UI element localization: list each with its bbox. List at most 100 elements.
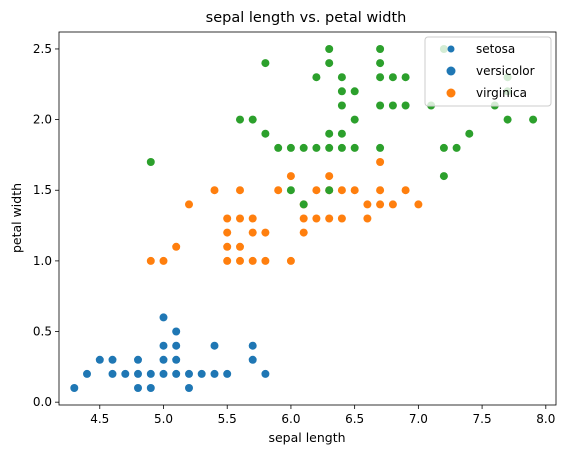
data-point xyxy=(376,186,385,195)
data-point xyxy=(337,101,346,110)
data-point xyxy=(286,186,295,195)
x-tick-label: 6.0 xyxy=(281,412,300,426)
data-point xyxy=(248,256,257,265)
data-point xyxy=(350,186,359,195)
data-point xyxy=(325,172,334,181)
data-point xyxy=(363,214,372,223)
data-point xyxy=(134,369,142,378)
data-point xyxy=(159,256,168,265)
data-point xyxy=(325,45,334,53)
data-point xyxy=(210,186,219,195)
data-point xyxy=(236,242,244,251)
data-point xyxy=(401,101,410,110)
data-point xyxy=(159,355,168,364)
x-tick-label: 7.0 xyxy=(409,412,428,426)
y-tick-label: 0.0 xyxy=(33,395,52,409)
data-point xyxy=(376,101,385,110)
legend-marker-setosa xyxy=(447,45,455,53)
data-point xyxy=(439,143,448,152)
data-point xyxy=(401,73,410,82)
y-axis-label: petal width xyxy=(9,183,24,253)
data-point xyxy=(312,73,321,82)
plot-frame xyxy=(58,31,557,406)
data-point xyxy=(172,327,181,336)
data-point xyxy=(376,73,385,82)
ticks-layer: 4.5 5.0 5.5 6.0 6.5 7.0 7.5 8.0 0.0 0.5 1.0 1.5 2.0 2… xyxy=(33,42,555,426)
data-point xyxy=(529,115,538,124)
data-point xyxy=(363,200,372,209)
x-tick-label: 5.0 xyxy=(154,412,173,426)
x-tick-label: 4.5 xyxy=(90,412,109,426)
data-point xyxy=(261,228,270,237)
data-point xyxy=(121,369,130,378)
data-point xyxy=(248,115,257,124)
legend-marker-virginica xyxy=(446,88,456,98)
x-tick-label: 6.5 xyxy=(345,412,364,426)
data-point xyxy=(337,186,346,195)
data-point xyxy=(376,59,385,68)
data-point xyxy=(185,384,193,392)
data-point xyxy=(376,45,385,53)
data-point xyxy=(388,101,397,110)
data-point xyxy=(503,115,512,124)
data-point xyxy=(261,369,270,378)
data-point xyxy=(299,214,308,223)
data-point xyxy=(70,384,79,392)
data-point xyxy=(350,115,359,124)
legend-marker-versicolor xyxy=(446,66,456,76)
data-point xyxy=(337,73,346,82)
data-point xyxy=(312,143,321,152)
x-tick-label: 5.5 xyxy=(218,412,237,426)
data-point xyxy=(223,256,232,265)
data-point xyxy=(261,129,270,138)
data-point xyxy=(134,384,142,392)
data-point xyxy=(350,143,359,152)
chart-title: sepal length vs. petal width xyxy=(206,10,407,26)
data-point xyxy=(185,200,193,209)
data-point xyxy=(337,214,346,223)
data-point xyxy=(210,341,219,350)
data-point xyxy=(325,214,334,223)
x-axis-label: sepal length xyxy=(268,430,345,445)
data-point xyxy=(172,369,181,378)
legend-box xyxy=(424,36,552,107)
data-point xyxy=(376,200,385,209)
data-point xyxy=(236,115,244,124)
data-point xyxy=(248,355,257,364)
data-point xyxy=(146,369,155,378)
legend-label-virginica: virginica xyxy=(476,86,527,100)
data-point xyxy=(325,143,334,152)
points-layer xyxy=(70,45,538,392)
data-point xyxy=(223,242,232,251)
data-point xyxy=(325,186,334,195)
data-point xyxy=(159,341,168,350)
data-point xyxy=(83,369,91,378)
y-tick-label: 2.5 xyxy=(33,42,52,56)
data-point xyxy=(452,143,461,152)
data-point xyxy=(185,369,193,378)
data-point xyxy=(248,228,257,237)
data-point xyxy=(197,369,206,378)
data-point xyxy=(388,200,397,209)
legend-label-versicolor: versicolor xyxy=(476,64,535,78)
data-point xyxy=(146,384,155,392)
y-tick-label: 0.5 xyxy=(33,325,52,339)
data-point xyxy=(146,256,155,265)
data-point xyxy=(172,355,181,364)
data-point xyxy=(299,228,308,237)
data-point xyxy=(236,214,244,223)
data-point xyxy=(159,313,168,322)
data-point xyxy=(159,369,168,378)
data-point xyxy=(223,228,232,237)
data-point xyxy=(146,158,155,166)
data-point xyxy=(236,256,244,265)
x-tick-label: 7.5 xyxy=(473,412,492,426)
data-point xyxy=(325,59,334,68)
data-point xyxy=(172,341,181,350)
data-point xyxy=(337,129,346,138)
data-point xyxy=(312,186,321,195)
data-point xyxy=(299,200,308,209)
data-point xyxy=(299,143,308,152)
data-point xyxy=(414,200,423,209)
data-point xyxy=(337,143,346,152)
